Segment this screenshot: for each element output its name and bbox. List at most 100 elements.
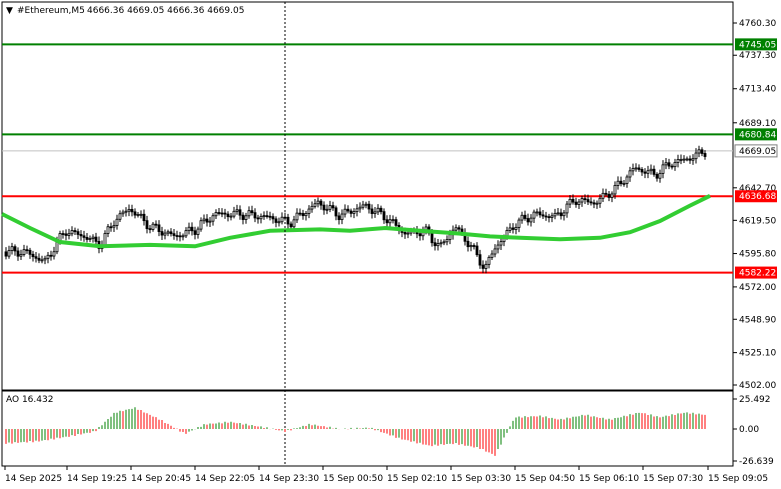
candle-body — [514, 226, 518, 230]
oscillator-histogram — [5, 407, 706, 456]
candle-body — [214, 212, 218, 217]
candle-body — [220, 212, 224, 215]
candle-body — [193, 230, 197, 235]
candle-body — [385, 219, 389, 224]
candle-body — [484, 263, 488, 269]
candle-body — [334, 207, 338, 217]
candle-body — [169, 231, 173, 235]
candle-body — [625, 176, 629, 184]
candle-body — [172, 233, 176, 236]
candle-body — [436, 243, 440, 247]
candle-body — [553, 212, 557, 217]
ohlc-values: 4666.36 4669.05 4666.36 4669.05 — [87, 6, 244, 16]
candle-body — [109, 226, 113, 229]
candle-body — [229, 215, 233, 218]
candle-body — [34, 256, 38, 259]
dropdown-arrow-icon[interactable]: ▼ — [6, 6, 13, 16]
candle-body — [127, 208, 131, 212]
candle-body — [685, 158, 689, 161]
candle-body — [445, 239, 449, 243]
candle-body — [250, 210, 254, 214]
candle-body — [208, 220, 212, 223]
current-price-label: 4669.05 — [739, 147, 776, 157]
time-axis-label: 14 Sep 2025 — [5, 474, 62, 484]
candle-body — [82, 235, 86, 238]
candle-body — [613, 185, 617, 195]
candle-body — [430, 232, 434, 244]
candle-body — [40, 259, 44, 262]
candle-body — [157, 224, 161, 232]
candle-body — [583, 198, 587, 201]
candle-body — [28, 249, 32, 255]
candle-body — [658, 172, 662, 179]
candle-body — [472, 245, 476, 247]
candle-body — [31, 253, 35, 258]
level-labels: 4669.05 4745.05 4680.84 4636.68 4582.22 — [734, 38, 778, 279]
candle-body — [604, 192, 608, 195]
candle-body — [307, 208, 311, 214]
price-tick-label: 4502.00 — [739, 381, 776, 391]
oscillator-axis: 25.492 0.00 -26.639 — [733, 395, 774, 467]
candle-body — [178, 235, 182, 238]
oscillator-plot-area[interactable] — [1, 390, 734, 467]
candle-body — [211, 215, 215, 222]
candle-body — [118, 213, 122, 220]
candle-body — [103, 233, 107, 246]
candle-body — [508, 227, 512, 231]
candle-body — [184, 230, 188, 237]
candle-body — [259, 215, 263, 220]
candle-body — [523, 214, 527, 219]
candle-body — [406, 232, 410, 235]
candle-body — [370, 208, 374, 214]
candle-body — [205, 218, 209, 223]
candle-body — [79, 234, 83, 237]
candle-body — [235, 209, 239, 212]
level-price-label: 4680.84 — [739, 130, 776, 140]
candle-body — [589, 201, 593, 204]
candle-body — [70, 230, 74, 235]
candle-body — [142, 213, 146, 222]
candle-body — [346, 208, 350, 212]
candle-body — [337, 215, 341, 221]
candle-body — [133, 211, 137, 216]
candle-body — [538, 211, 542, 216]
candle-body — [268, 215, 272, 218]
candle-body — [649, 168, 653, 172]
level-price-tag — [735, 266, 777, 279]
candle-body — [85, 237, 89, 240]
candle-body — [340, 213, 344, 221]
candle-body — [355, 208, 359, 213]
candle-body — [160, 231, 164, 236]
candle-body — [388, 219, 392, 224]
candle-body — [223, 212, 227, 215]
candle-body — [274, 218, 278, 223]
price-tick-label: 4737.30 — [739, 51, 776, 61]
candle-body — [592, 202, 596, 205]
candle-body — [43, 257, 47, 261]
candle-body — [238, 209, 242, 216]
candle-body — [655, 173, 659, 179]
price-tick-label: 4689.10 — [739, 119, 776, 129]
candle-body — [139, 213, 143, 216]
level-price-label: 4745.05 — [739, 40, 776, 50]
price-axis: 4760.30 4737.30 4713.40 4689.10 4642.70 4619.… — [733, 19, 776, 391]
price-tick-label: 4572.00 — [739, 283, 776, 293]
candle-body — [637, 167, 641, 170]
candle-body — [94, 236, 98, 242]
candle-body — [418, 233, 422, 237]
candle-body — [304, 212, 308, 217]
candle-body — [562, 212, 566, 217]
candle-body — [673, 162, 677, 168]
candle-body — [364, 203, 368, 206]
candle-body — [163, 232, 167, 236]
moving-average-line — [1, 194, 711, 249]
candle-body — [61, 233, 65, 235]
candle-body — [700, 149, 704, 154]
candle-body — [46, 254, 50, 259]
candle-body — [544, 215, 548, 218]
candle-body — [67, 233, 71, 236]
candle-body — [151, 223, 155, 230]
candle-body — [4, 251, 8, 257]
candle-body — [379, 207, 383, 213]
